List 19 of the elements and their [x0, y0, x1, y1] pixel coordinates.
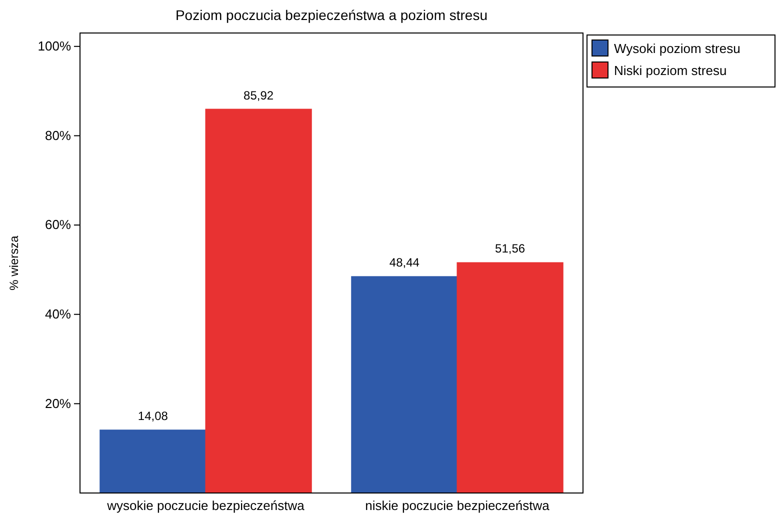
data-label: 51,56	[495, 242, 526, 256]
y-axis-title: % wiersza	[7, 235, 21, 290]
bar	[456, 262, 564, 494]
bar	[351, 276, 458, 494]
data-label: 14,08	[138, 409, 168, 424]
bar	[205, 108, 312, 494]
y-tick-label: 40%	[44, 306, 72, 322]
bar	[100, 430, 206, 494]
x-tick-label: wysokie poczucie bezpieczeństwa	[106, 498, 306, 514]
chart-title: Poziom poczucia bezpieczeństwa a poziom stresu	[175, 7, 488, 23]
y-tick-label: 20%	[44, 396, 72, 411]
y-tick-label: 100%	[38, 38, 72, 54]
data-label: 85,92	[244, 88, 274, 102]
legend-label: Niski poziom stresu	[614, 63, 727, 78]
data-label: 48,44	[389, 256, 420, 270]
y-tick-label: 80%	[44, 128, 72, 143]
legend-label: Wysoki poziom stresu	[614, 41, 740, 56]
y-tick-label: 60%	[44, 217, 72, 232]
x-tick-label: niskie poczucie bezpieczeństwa	[365, 498, 550, 514]
